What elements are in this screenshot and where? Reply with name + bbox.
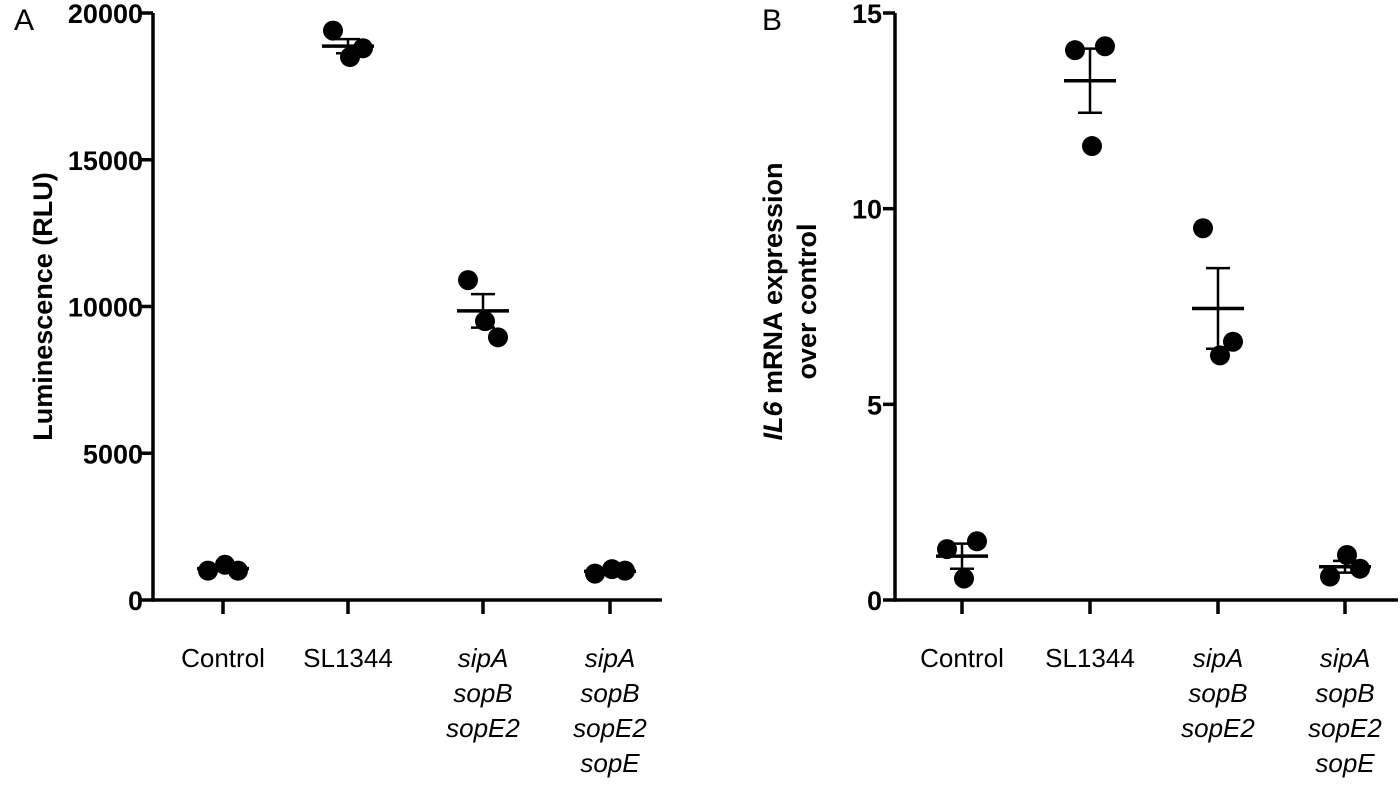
x-tick-label: SL1344 <box>303 643 393 673</box>
x-tick-label-line: sopE2 <box>1308 713 1382 743</box>
y-axis-label-gene: IL6 <box>758 401 788 441</box>
x-tick-label-line: sopE2 <box>1181 713 1255 743</box>
x-tick-label-line: sopE2 <box>573 713 647 743</box>
x-tick-label: SL1344 <box>1045 643 1135 673</box>
y-tick-label: 10 <box>852 195 882 225</box>
data-point <box>228 560 248 581</box>
x-tick-label-line: Control <box>181 643 265 673</box>
x-tick-label: sipA sopB sopE2 <box>446 643 520 743</box>
x-tick-label-line: SL1344 <box>303 643 393 673</box>
x-tick-label: Control <box>181 643 265 673</box>
y-axis-label: IL6 mRNA expression <box>758 162 788 440</box>
data-point <box>1337 544 1357 565</box>
data-point <box>1065 40 1085 61</box>
data-point <box>475 311 495 332</box>
y-axis-label: Luminescence (RLU) <box>28 172 58 441</box>
data-point <box>1095 36 1115 57</box>
x-tick-label: Control <box>920 643 1004 673</box>
data-point <box>1350 558 1370 579</box>
x-tick-label-line: sopB <box>453 678 512 708</box>
x-tick-label-line: sopE2 <box>446 713 520 743</box>
y-tick-label: 5000 <box>83 439 143 469</box>
data-point <box>323 20 343 41</box>
panel-label: B <box>762 4 782 37</box>
y-tick-label: 15000 <box>68 146 143 176</box>
data-point <box>1193 218 1213 239</box>
y-tick-label: 15 <box>852 0 882 29</box>
panel-b: B 0 5 10 15 IL6 mRNA expression over control Co… <box>758 0 1398 778</box>
data-point <box>615 560 635 581</box>
y-tick-label: 10000 <box>68 293 143 323</box>
data-point <box>1223 331 1243 352</box>
x-tick-label-line: Control <box>920 643 1004 673</box>
x-tick-label-line: SL1344 <box>1045 643 1135 673</box>
x-tick-label: sipA sopB sopE2 <box>1181 643 1255 743</box>
data-point <box>488 327 508 348</box>
y-axis-label-text: mRNA expression <box>758 162 788 401</box>
y-tick-label: 5 <box>867 390 882 420</box>
data-point <box>458 270 478 291</box>
data-point <box>585 563 605 584</box>
x-tick-label-line: sopB <box>580 678 639 708</box>
x-tick-label: sipA sopB sopE2 sopE <box>1308 643 1382 778</box>
data-point <box>967 531 987 552</box>
data-point <box>1082 136 1102 157</box>
data-point <box>954 568 974 589</box>
y-tick-label: 20000 <box>68 0 143 29</box>
x-tick-label-line: sipA <box>1193 643 1244 673</box>
x-tick-label-line: sipA <box>1320 643 1371 673</box>
panel-label: A <box>14 4 34 37</box>
data-point <box>1320 566 1340 587</box>
data-point <box>353 38 373 59</box>
x-tick-label-line: sipA <box>458 643 509 673</box>
panel-a: A 0 5000 10000 15000 20000 Luminescence (RLU) C… <box>14 0 662 778</box>
y-tick-label: 0 <box>867 586 882 616</box>
x-tick-label-line: sopB <box>1315 678 1374 708</box>
x-tick-label-line: sopE <box>1315 748 1375 778</box>
data-point <box>937 539 957 560</box>
y-tick-label: 0 <box>128 586 143 616</box>
x-tick-label-line: sipA <box>585 643 636 673</box>
x-tick-label: sipA sopB sopE2 sopE <box>573 643 647 778</box>
x-tick-label-line: sopB <box>1188 678 1247 708</box>
y-axis-label-line2: over control <box>792 223 822 379</box>
data-point <box>1210 345 1230 366</box>
data-point <box>198 560 218 581</box>
x-tick-label-line: sopE <box>580 748 640 778</box>
